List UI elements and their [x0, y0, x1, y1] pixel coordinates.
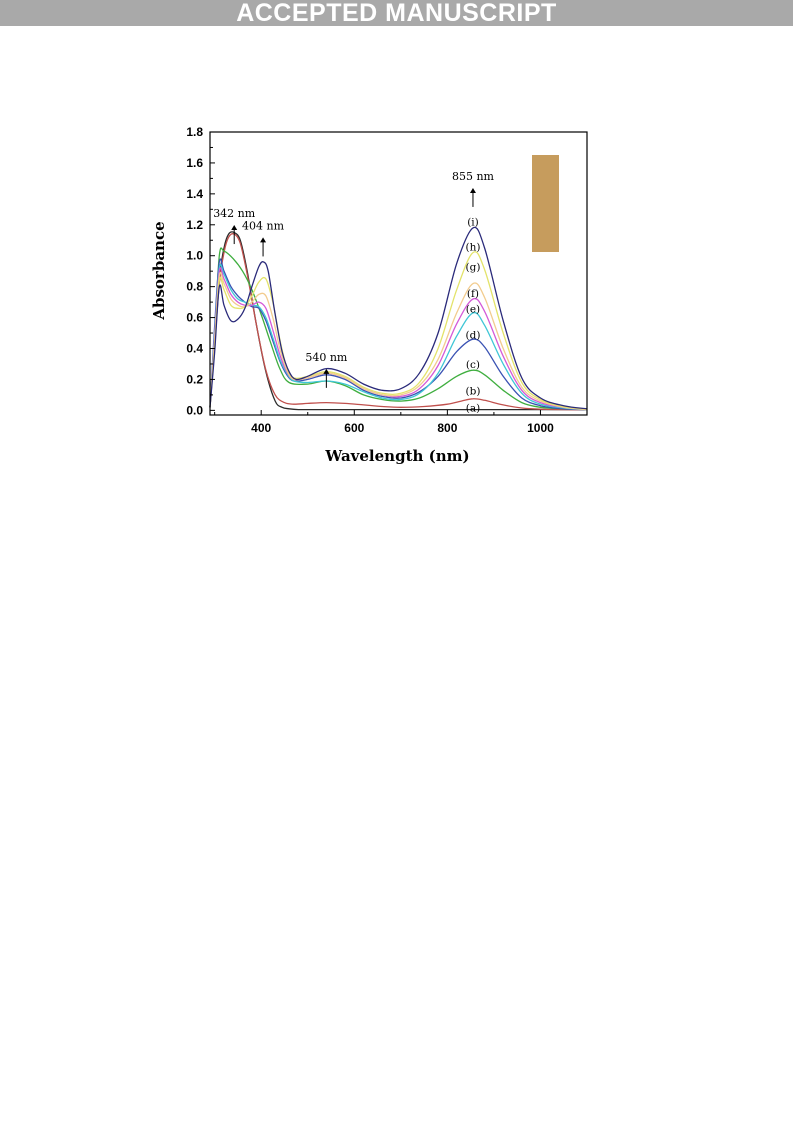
y-tick-label: 0.0	[186, 403, 203, 417]
banner-text: ACCEPTED MANUSCRIPT	[236, 0, 557, 27]
series-line-6	[209, 271, 588, 411]
y-tick-label: 0.8	[186, 280, 203, 294]
axes-group: 400 600 800 1000 0.0 0.2 0.4 0.6 0.8 1.0 1.2 1.4 1.6…	[186, 125, 588, 435]
series-line-7	[209, 251, 588, 410]
series-line-2	[209, 247, 588, 411]
y-tick-label: 1.2	[186, 218, 203, 232]
solution-color-swatch	[532, 155, 559, 252]
accepted-manuscript-banner: ACCEPTED MANUSCRIPT	[0, 0, 793, 27]
x-tick-label: 600	[344, 421, 364, 435]
x-tick-label: 800	[437, 421, 457, 435]
y-tick-label: 1.6	[186, 156, 203, 170]
series-line-0	[209, 231, 587, 411]
y-tick-label: 0.4	[186, 342, 203, 356]
plot-frame	[209, 131, 588, 416]
y-tick-label: 0.2	[186, 372, 203, 386]
curve-label: (h)	[465, 241, 480, 253]
series-line-8	[209, 226, 588, 410]
y-tick-label: 1.0	[186, 249, 203, 263]
arrow-up-icon	[231, 225, 238, 231]
series-line-3	[209, 258, 588, 411]
curve-label: (g)	[466, 262, 481, 274]
curve-label: (b)	[466, 385, 481, 397]
series-line-1	[209, 233, 588, 411]
x-axis-label: Wavelength (nm)	[324, 447, 469, 465]
y-tick-label: 1.4	[186, 187, 203, 201]
curve-label: (d)	[466, 330, 481, 342]
y-axis-label: Absorbance	[150, 221, 168, 320]
peak-annotation: 855 nm	[452, 170, 495, 183]
curve-label: (c)	[466, 359, 480, 371]
peak-annotation: 342 nm	[213, 207, 256, 220]
curve-label: (i)	[467, 217, 479, 229]
peak-annotation: 404 nm	[242, 219, 285, 232]
arrow-up-icon	[469, 187, 476, 193]
y-tick-label: 0.6	[186, 311, 203, 325]
x-tick-label: 1000	[527, 421, 554, 435]
series-group	[209, 226, 588, 411]
x-tick-label: 400	[251, 421, 271, 435]
arrow-up-icon	[323, 368, 330, 374]
series-line-5	[209, 267, 588, 411]
y-tick-label: 1.8	[186, 125, 203, 139]
series-line-4	[209, 263, 588, 411]
arrow-up-icon	[260, 237, 267, 243]
curve-label: (a)	[466, 402, 480, 414]
curve-label: (e)	[466, 303, 480, 315]
curve-label: (f)	[467, 288, 479, 300]
peak-annotation: 540 nm	[305, 351, 348, 364]
